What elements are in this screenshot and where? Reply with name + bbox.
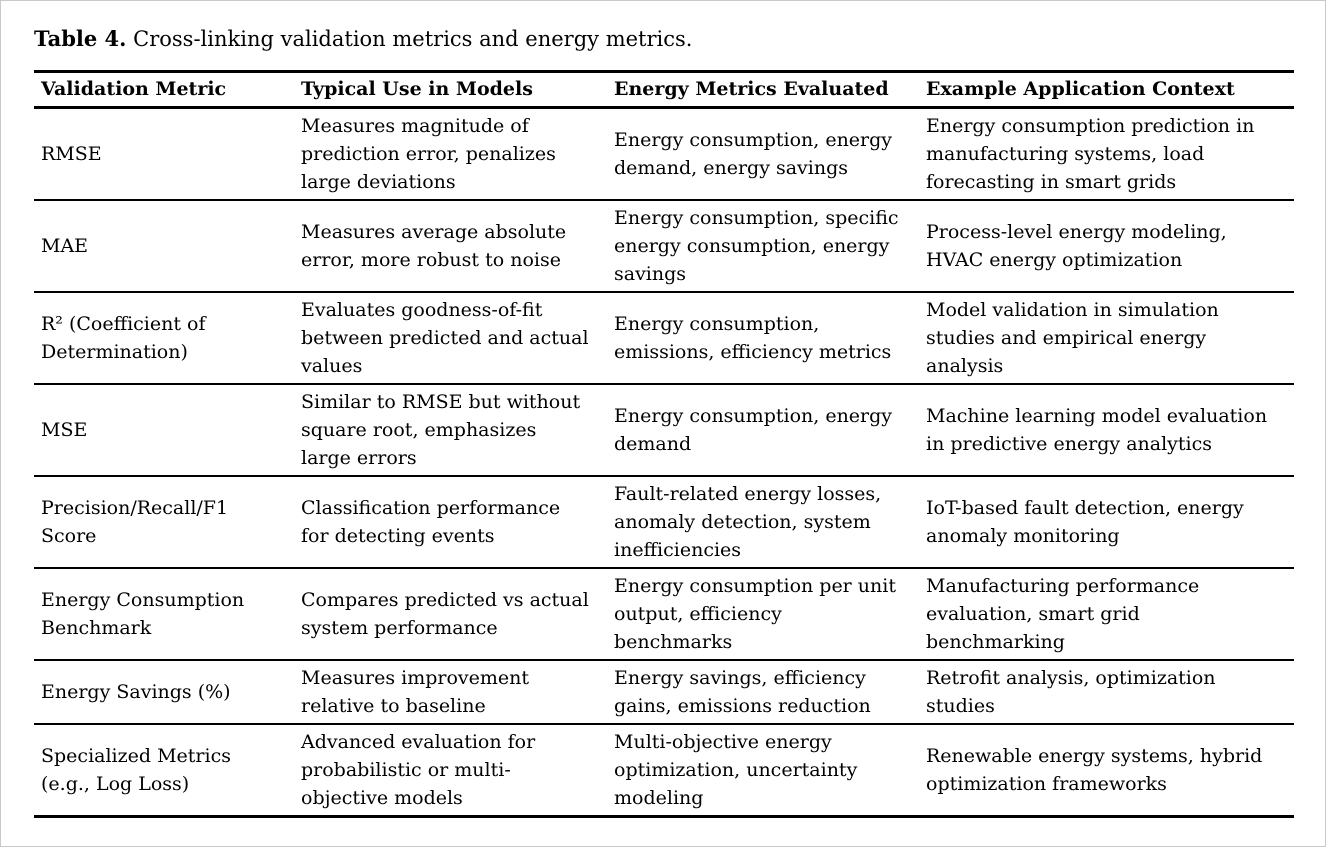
cell-energy: Fault-related energy losses, anomaly det… [607,475,919,568]
cell-use: Evaluates goodness-of-fit between predic… [294,291,607,384]
cell-use: Measures average absolute error, more ro… [294,199,607,292]
table-header-row: Validation Metric Typical Use in Models … [34,71,1294,109]
cell-energy: Energy consumption, specific energy cons… [607,199,919,292]
cell-energy: Energy consumption, emissions, efficienc… [607,291,919,384]
header-energy-metrics: Energy Metrics Evaluated [607,71,919,109]
cell-metric: Precision/Recall/F1 Score [34,475,294,568]
table-row-specialized-metrics: Specialized Metrics (e.g., Log Loss) Adv… [34,723,1294,817]
cell-energy: Multi-objective energy optimization, unc… [607,723,919,817]
cell-use: Classification performance for detecting… [294,475,607,568]
cell-use: Similar to RMSE but without square root,… [294,383,607,476]
metrics-table: Validation Metric Typical Use in Models … [34,70,1294,818]
table-row-mae: MAE Measures average absolute error, mor… [34,199,1294,292]
cell-energy: Energy consumption per unit output, effi… [607,567,919,660]
cell-metric: Energy Consumption Benchmark [34,567,294,660]
table-row-r2: R² (Coefficient of Determination) Evalua… [34,291,1294,384]
cell-context: Energy consumption prediction in manufac… [926,115,1255,193]
cell-use: Measures magnitude of prediction error, … [301,115,556,193]
header-typical-use: Typical Use in Models [294,71,607,109]
cell-context: Model validation in simulation studies a… [919,291,1294,384]
cell-metric: MAE [34,199,294,292]
cell-use: Compares predicted vs actual system perf… [294,567,607,660]
cell-metric: RMSE [41,143,102,165]
cell-energy: Energy savings, efficiency gains, emissi… [607,659,919,724]
cell-metric: Energy Savings (%) [34,659,294,724]
cell-metric: MSE [34,383,294,476]
cell-context: Machine learning model evaluation in pre… [919,383,1294,476]
table-caption-label: Table 4. [34,26,127,51]
cell-use: Advanced evaluation for probabilistic or… [294,723,607,817]
table-row-precision-recall-f1: Precision/Recall/F1 Score Classification… [34,475,1294,568]
cell-context: Process-level energy modeling, HVAC ener… [919,199,1294,292]
cell-context: Retrofit analysis, optimization studies [919,659,1294,724]
header-validation-metric: Validation Metric [34,71,294,109]
cell-metric: R² (Coefficient of Determination) [34,291,294,384]
table-row-rmse: RMSE Measures magnitude of prediction er… [34,108,1294,201]
table-caption: Table 4. Cross-linking validation metric… [34,25,1292,53]
cell-metric: Specialized Metrics (e.g., Log Loss) [34,723,294,817]
table-caption-text: Cross-linking validation metrics and ene… [126,27,693,51]
table-row-mse: MSE Similar to RMSE but without square r… [34,383,1294,476]
cell-context: Renewable energy systems, hybrid optimiz… [919,723,1294,817]
cell-context: IoT-based fault detection, energy anomal… [919,475,1294,568]
cell-use: Measures improvement relative to baselin… [294,659,607,724]
cell-energy: Energy consumption, energy demand [607,383,919,476]
cell-context: Manufacturing performance evaluation, sm… [919,567,1294,660]
table-row-energy-consumption-benchmark: Energy Consumption Benchmark Compares pr… [34,567,1294,660]
header-application-context: Example Application Context [919,71,1294,109]
table-row-energy-savings: Energy Savings (%) Measures improvement … [34,659,1294,724]
cell-energy: Energy consumption, energy demand, energ… [614,129,893,179]
